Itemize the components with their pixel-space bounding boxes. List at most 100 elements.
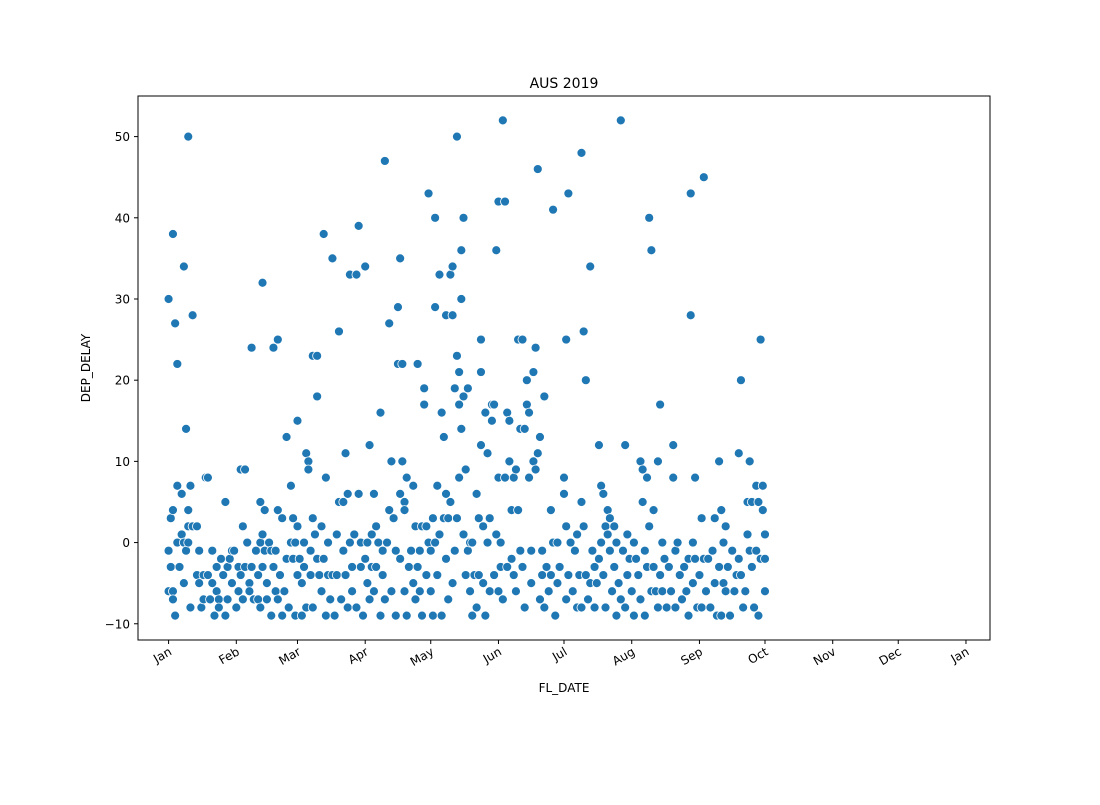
data-point <box>397 456 408 467</box>
data-point <box>371 562 382 572</box>
data-point <box>720 586 731 597</box>
data-point <box>622 570 633 580</box>
data-point <box>292 521 303 532</box>
data-point <box>379 156 390 166</box>
data-point <box>570 545 580 556</box>
data-point <box>467 610 478 621</box>
data-point <box>196 602 207 613</box>
data-point <box>353 221 364 231</box>
data-point <box>207 545 218 556</box>
data-point <box>305 545 316 556</box>
data-point <box>296 610 307 621</box>
data-point <box>399 505 410 515</box>
data-point <box>253 570 264 580</box>
y-tick-label: 50 <box>115 130 130 144</box>
data-point <box>205 594 215 605</box>
data-point <box>580 570 591 580</box>
data-point <box>452 513 462 524</box>
data-point <box>508 472 519 483</box>
data-point <box>351 269 362 280</box>
data-point <box>176 488 187 499</box>
data-point <box>251 545 261 556</box>
data-point <box>390 545 401 556</box>
data-point <box>716 610 727 621</box>
data-point <box>718 537 729 548</box>
data-point <box>552 537 563 548</box>
data-point <box>425 545 436 556</box>
data-point <box>172 359 183 369</box>
data-point <box>760 529 770 540</box>
data-point <box>460 464 471 475</box>
data-point <box>454 367 465 377</box>
data-point <box>165 562 176 572</box>
data-point <box>661 602 672 613</box>
data-point <box>434 269 445 280</box>
data-point <box>644 521 655 532</box>
data-point <box>718 578 729 589</box>
data-point <box>677 594 687 605</box>
data-point <box>740 586 751 597</box>
data-point <box>760 553 770 564</box>
data-point <box>351 602 362 613</box>
data-point <box>541 562 552 572</box>
data-point <box>270 586 281 597</box>
data-point <box>467 537 478 548</box>
data-point <box>727 545 738 556</box>
data-point <box>325 594 336 605</box>
data-point <box>760 586 770 597</box>
data-point <box>428 513 438 524</box>
y-axis: −10 0 10 20 30 40 50 <box>105 130 138 631</box>
data-point <box>670 602 681 613</box>
data-point <box>412 359 423 369</box>
data-point <box>292 415 303 426</box>
data-point <box>347 562 357 572</box>
data-point <box>257 562 268 572</box>
data-point <box>399 497 410 507</box>
data-point <box>462 545 473 556</box>
data-point <box>421 521 432 532</box>
data-point <box>476 334 486 345</box>
data-point <box>168 505 178 515</box>
data-point <box>355 562 366 572</box>
data-point <box>377 570 388 580</box>
data-point <box>358 610 368 621</box>
data-point <box>318 553 329 564</box>
data-point <box>504 415 515 426</box>
y-axis-label: DEP_DELAY <box>79 333 93 402</box>
data-point <box>168 594 178 605</box>
data-point <box>445 269 456 280</box>
data-point <box>327 253 338 264</box>
data-point <box>493 586 504 597</box>
data-point <box>615 594 626 605</box>
data-point <box>379 594 390 605</box>
data-point <box>609 521 620 532</box>
data-point <box>441 488 451 499</box>
data-point <box>231 602 242 613</box>
data-point <box>395 553 406 564</box>
data-point <box>270 545 281 556</box>
data-point <box>705 602 716 613</box>
data-point <box>301 448 312 459</box>
data-point <box>709 513 720 524</box>
data-point <box>386 456 397 467</box>
data-point <box>511 586 521 597</box>
data-point <box>364 440 375 451</box>
data-point <box>655 399 666 410</box>
data-point <box>272 334 283 345</box>
data-point <box>653 456 663 467</box>
data-point <box>452 131 462 142</box>
data-point <box>222 562 233 572</box>
data-point <box>611 610 622 621</box>
data-point <box>618 545 628 556</box>
data-point <box>751 545 762 556</box>
data-point <box>434 529 445 540</box>
data-point <box>537 570 548 580</box>
data-point <box>447 578 458 589</box>
data-point <box>545 570 556 580</box>
x-tick-label: Jul <box>549 644 569 664</box>
data-point <box>296 578 307 589</box>
data-point <box>620 440 631 451</box>
data-point <box>395 488 406 499</box>
data-point <box>456 294 467 304</box>
